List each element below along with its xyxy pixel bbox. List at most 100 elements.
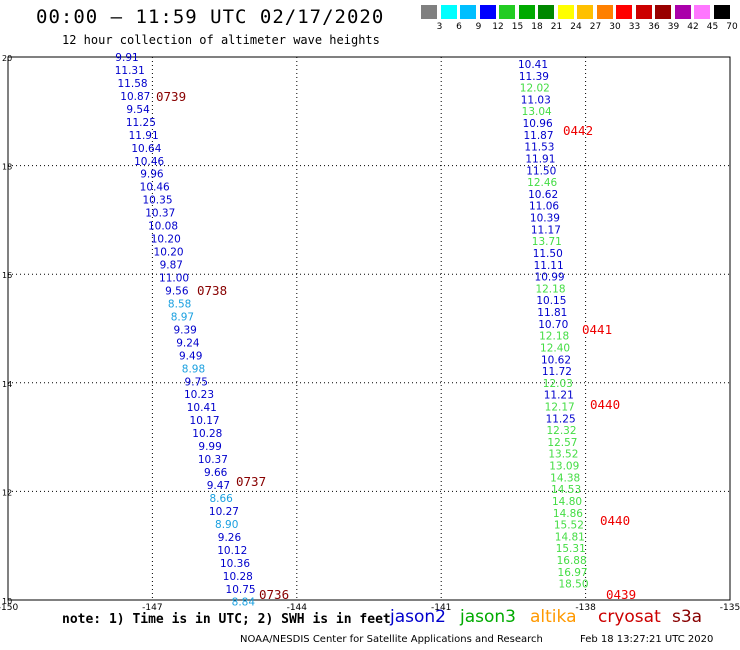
wave-height-label: 11.21 xyxy=(544,390,574,402)
legend-s3a: s3a xyxy=(672,607,703,627)
scale-swatch xyxy=(596,5,613,19)
wave-height-label: 11.00 xyxy=(159,272,189,284)
scale-swatch xyxy=(538,5,554,19)
wave-height-label: 8.90 xyxy=(215,519,238,531)
time-label: 0441 xyxy=(582,322,612,337)
wave-height-label: 10.12 xyxy=(217,545,247,557)
scale-label: 42 xyxy=(687,22,699,32)
time-label: 0738 xyxy=(197,283,227,298)
time-label: 0739 xyxy=(156,89,186,104)
wave-height-label: 12.57 xyxy=(547,437,577,449)
wave-height-label: 11.91 xyxy=(525,153,555,165)
legend-altika: altika xyxy=(530,607,577,627)
wave-height-label: 10.75 xyxy=(226,584,256,596)
wave-height-label: 10.15 xyxy=(536,295,566,307)
wave-height-label: 11.25 xyxy=(546,413,576,425)
time-label: 0440 xyxy=(600,513,630,528)
wave-height-label: 10.08 xyxy=(148,221,178,233)
wave-height-label: 10.20 xyxy=(151,234,181,246)
wave-height-label: 11.81 xyxy=(537,307,567,319)
wave-height-label: 18.50 xyxy=(558,579,588,591)
wave-height-label: 10.41 xyxy=(518,59,548,71)
wave-height-label: 13.71 xyxy=(532,236,562,248)
wave-height-label: 8.97 xyxy=(171,311,194,323)
wave-height-label: 11.25 xyxy=(126,117,156,129)
wave-height-label: 13.04 xyxy=(522,106,552,118)
scale-label: 39 xyxy=(667,22,680,32)
wave-height-label: 10.96 xyxy=(523,118,553,130)
x-tick-label: -141 xyxy=(431,603,451,613)
y-tick-label: 20 xyxy=(2,54,12,63)
wave-height-label: 13.52 xyxy=(548,449,578,461)
wave-height-label: 15.52 xyxy=(554,520,584,532)
wave-height-label: 12.03 xyxy=(543,378,573,390)
y-tick-label: 14 xyxy=(2,380,12,389)
y-tick-label: 10 xyxy=(2,597,12,606)
wave-height-label: 9.49 xyxy=(179,350,202,362)
wave-height-label: 9.99 xyxy=(198,441,221,453)
time-label: 0440 xyxy=(590,397,620,412)
wave-height-label: 11.91 xyxy=(129,130,159,142)
wave-height-label: 11.11 xyxy=(534,260,564,272)
wave-height-label: 11.50 xyxy=(526,165,556,177)
wave-height-label: 11.31 xyxy=(115,65,145,77)
wave-height-label: 10.41 xyxy=(187,402,217,414)
scale-label: 21 xyxy=(550,22,563,32)
x-tick-label: -138 xyxy=(575,603,596,613)
scale-label: 45 xyxy=(706,22,719,32)
scale-swatch xyxy=(577,5,593,19)
wave-height-label: 10.23 xyxy=(184,389,214,401)
scale-swatch xyxy=(499,5,515,19)
footer-credit: NOAA/NESDIS Center for Satellite Applica… xyxy=(240,634,543,645)
chart-subtitle: 12 hour collection of altimeter wave hei… xyxy=(62,33,380,47)
wave-height-label: 16.97 xyxy=(558,567,588,579)
scale-label: 36 xyxy=(648,22,660,32)
wave-height-label: 9.24 xyxy=(176,337,200,349)
wave-height-label: 14.53 xyxy=(551,484,581,496)
wave-height-label: 10.35 xyxy=(142,195,172,207)
wave-height-label: 10.37 xyxy=(198,454,228,466)
footer-note: note: 1) Time is in UTC; 2) SWH is in fe… xyxy=(62,612,391,627)
chart-title: 00:00 – 11:59 UTC 02/17/2020 xyxy=(36,6,385,28)
wave-height-label: 8.58 xyxy=(168,298,191,310)
wave-height-label: 9.87 xyxy=(160,260,183,272)
wave-height-label: 10.62 xyxy=(528,189,558,201)
wave-height-label: 8.98 xyxy=(182,363,205,375)
scale-label: 6 xyxy=(456,22,462,32)
wave-height-label: 9.56 xyxy=(165,285,189,297)
wave-height-label: 13.09 xyxy=(549,461,579,473)
scale-label: 70 xyxy=(726,22,738,32)
scale-swatch xyxy=(616,5,632,19)
wave-height-label: 9.75 xyxy=(185,376,208,388)
x-tick-label: -150 xyxy=(0,603,18,613)
wave-height-label: 12.02 xyxy=(520,83,550,95)
wave-height-label: 11.39 xyxy=(519,71,549,83)
wave-height-label: 14.80 xyxy=(552,496,582,508)
scale-swatch xyxy=(479,5,496,19)
scale-label: 18 xyxy=(531,22,543,32)
scale-swatch xyxy=(635,5,652,19)
x-tick-label: -135 xyxy=(720,603,740,613)
wave-height-label: 12.18 xyxy=(535,283,565,295)
scale-label: 33 xyxy=(628,22,641,32)
legend-cryosat: cryosat xyxy=(598,607,661,627)
scale-swatch xyxy=(655,5,671,19)
wave-height-label: 11.03 xyxy=(521,94,551,106)
scale-swatch xyxy=(557,5,574,19)
scale-swatch xyxy=(440,5,457,19)
scale-swatch xyxy=(460,5,476,19)
scale-label: 3 xyxy=(436,22,443,32)
wave-height-label: 9.96 xyxy=(140,169,164,181)
legend-jason3: jason3 xyxy=(460,607,516,627)
wave-height-label: 11.50 xyxy=(533,248,563,260)
wave-height-label: 9.26 xyxy=(218,532,242,544)
wave-height-label: 10.46 xyxy=(134,156,164,168)
scale-label: 24 xyxy=(570,22,582,32)
wave-height-label: 9.54 xyxy=(126,104,150,116)
wave-height-label: 11.17 xyxy=(531,224,561,236)
scale-label: 30 xyxy=(609,22,621,32)
scale-swatch xyxy=(713,5,730,19)
wave-height-label: 14.81 xyxy=(555,531,585,543)
x-tick-label: -144 xyxy=(287,603,308,613)
